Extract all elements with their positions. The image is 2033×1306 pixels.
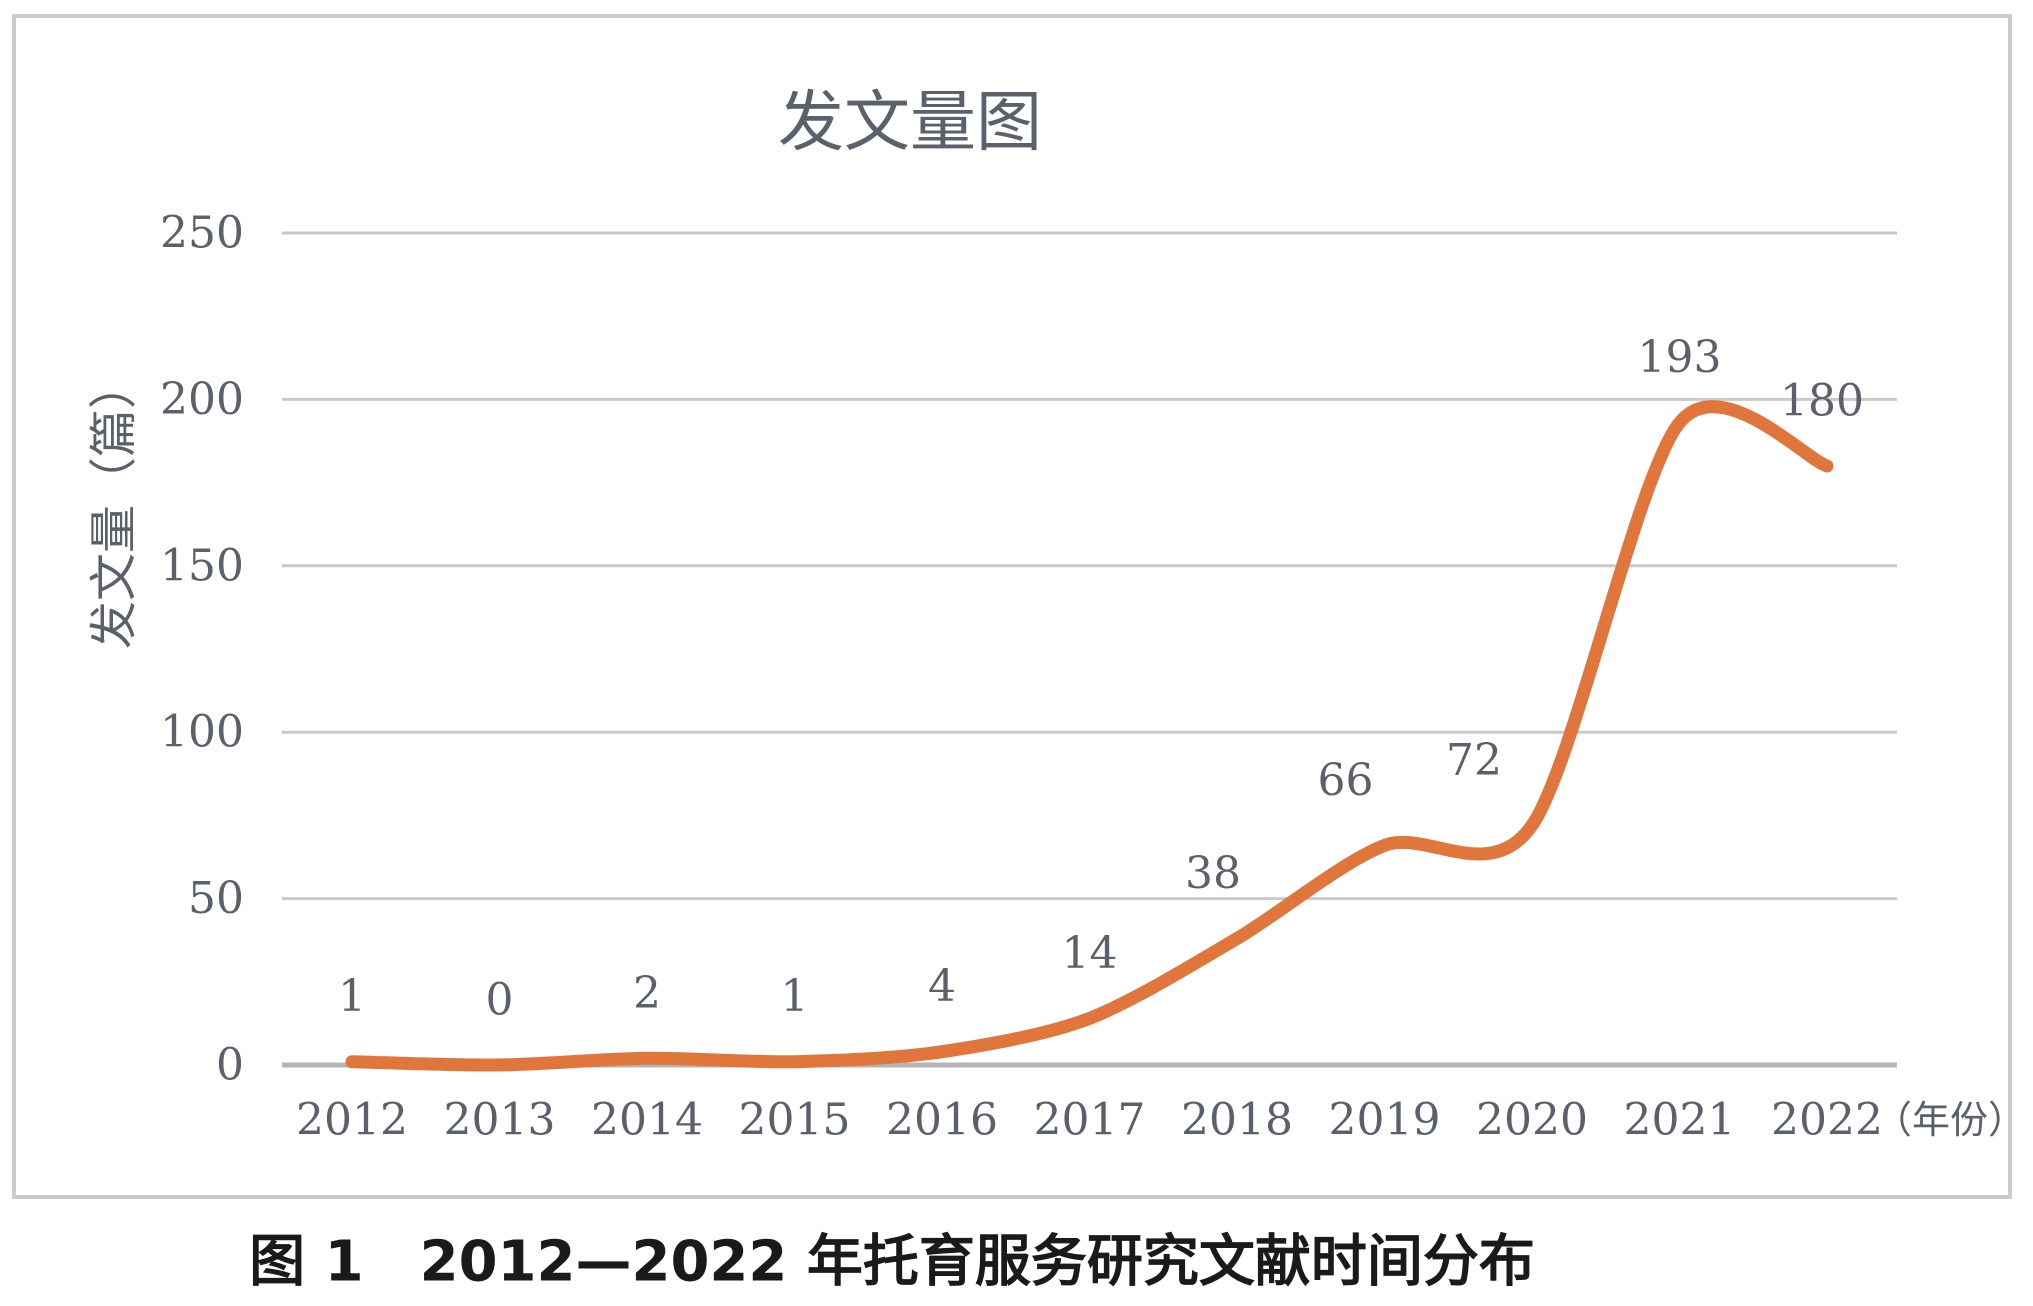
y-tick-label: 50: [188, 873, 244, 924]
data-point-label: 0: [486, 975, 514, 1026]
x-tick-label: 2021: [1624, 1095, 1736, 1146]
data-point-label: 38: [1185, 848, 1241, 899]
series-line: [345, 400, 1834, 1072]
chart-border: [12, 14, 2012, 1199]
y-axis-tick-labels: 0 50 100 150 200 250: [160, 208, 244, 1091]
x-tick-label: 2015: [739, 1095, 851, 1146]
x-axis-tick-labels: 2012 2013 2014 2015 2016 2017 2018 2019 2020 2021…: [296, 1095, 1883, 1146]
x-tick-label: 2017: [1034, 1095, 1146, 1146]
y-tick-label: 150: [160, 540, 244, 591]
data-point-label: 1: [338, 971, 366, 1022]
data-point-label: 4: [928, 961, 956, 1012]
x-tick-label: 2016: [886, 1095, 998, 1146]
data-point-label: 193: [1638, 332, 1722, 383]
x-tick-label: 2012: [296, 1095, 408, 1146]
x-tick-label: 2014: [591, 1095, 703, 1146]
gridlines: [282, 231, 1897, 1068]
x-tick-label: 2020: [1476, 1095, 1588, 1146]
chart-title: 发文量图: [778, 84, 1042, 161]
x-tick-label: 2022: [1771, 1095, 1883, 1146]
data-point-label: 1: [781, 971, 809, 1022]
data-point-label: 2: [633, 968, 661, 1019]
data-point-label: 180: [1780, 375, 1864, 426]
x-tick-label: 2019: [1329, 1095, 1441, 1146]
data-point-label: 66: [1318, 755, 1374, 806]
y-tick-label: 0: [216, 1040, 244, 1091]
y-tick-label: 250: [160, 208, 244, 259]
y-axis-title: 发文量（篇）: [86, 361, 142, 649]
figure-caption: 图 1 2012—2022 年托育服务研究文献时间分布: [249, 1230, 1535, 1295]
data-point-label: 72: [1446, 735, 1502, 786]
data-point-label: 14: [1062, 928, 1118, 979]
x-axis-unit-label: （年份）: [1874, 1098, 2026, 1142]
x-tick-label: 2018: [1181, 1095, 1293, 1146]
x-tick-label: 2013: [444, 1095, 556, 1146]
y-tick-label: 200: [160, 374, 244, 425]
y-tick-label: 100: [160, 707, 244, 758]
